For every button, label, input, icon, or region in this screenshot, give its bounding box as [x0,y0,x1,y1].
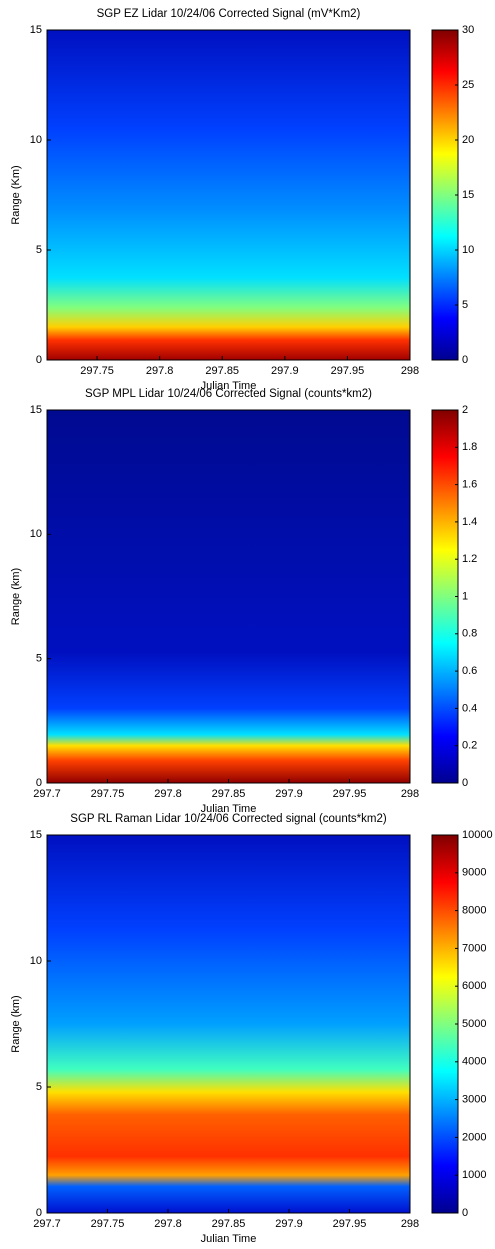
x-tick-label: 298 [401,365,419,377]
colorbar-tick-label: 0 [462,777,468,789]
x-tick-label: 297.95 [331,365,365,377]
x-tick-label: 297.95 [333,1218,367,1230]
colorbar [431,29,459,361]
colorbar [431,409,459,784]
x-tick-label: 298 [401,788,419,800]
colorbar-tick-label: 25 [462,79,474,91]
x-tick-label: 297.75 [80,365,114,377]
y-tick-label: 10 [30,134,42,146]
chart-title: SGP MPL Lidar 10/24/06 Corrected Signal … [85,388,372,400]
x-tick-label: 297.7 [33,1218,61,1230]
colorbar-tick-label: 2 [462,404,468,416]
colorbar-tick-label: 1 [462,590,468,602]
y-tick-label: 15 [30,829,42,841]
colorbar-tick-label: 0 [462,354,468,366]
y-tick-label: 5 [36,653,42,665]
y-tick-label: 0 [36,777,42,789]
x-tick-label: 297.85 [212,1218,246,1230]
colorbar-tick-label: 0.6 [462,665,477,677]
colorbar-tick-label: 4000 [462,1056,486,1068]
colorbar-tick-label: 3000 [462,1094,486,1106]
heatmap-image [47,835,410,1213]
colorbar-tick-label: 8000 [462,905,486,917]
colorbar-tick-label: 1.2 [462,553,477,565]
x-tick-label: 297.7 [33,788,61,800]
y-axis-label: Range (km) [10,568,22,625]
y-tick-label: 15 [30,24,42,36]
panel: SGP RL Raman Lidar 10/24/06 Corrected si… [10,813,493,1245]
colorbar-tick-label: 1.4 [462,516,477,528]
x-tick-label: 297.85 [212,788,246,800]
colorbar-tick-label: 0.4 [462,702,477,714]
chart-title: SGP EZ Lidar 10/24/06 Corrected Signal (… [97,8,361,20]
x-tick-label: 298 [401,1218,419,1230]
y-tick-label: 0 [36,354,42,366]
colorbar-tick-label: 30 [462,24,474,36]
panel: SGP EZ Lidar 10/24/06 Corrected Signal (… [10,8,474,392]
colorbar-tick-label: 9000 [462,867,486,879]
colorbar-tick-label: 0 [462,1207,468,1219]
colorbar-tick-label: 1000 [462,1169,486,1181]
colorbar-tick-label: 7000 [462,942,486,954]
colorbar-tick-label: 6000 [462,980,486,992]
heatmap-image [47,30,410,360]
x-tick-label: 297.85 [205,365,239,377]
x-tick-label: 297.75 [91,788,125,800]
colorbar-tick-label: 20 [462,134,474,146]
y-tick-label: 10 [30,528,42,540]
colorbar-tick-label: 1.6 [462,479,477,491]
y-tick-label: 0 [36,1207,42,1219]
colorbar-tick-label: 0.8 [462,628,477,640]
x-tick-label: 297.95 [333,788,367,800]
x-tick-label: 297.75 [91,1218,125,1230]
x-tick-label: 297.8 [154,788,182,800]
y-axis-label: Range (Km) [10,165,22,224]
x-tick-label: 297.9 [275,1218,303,1230]
x-axis-label: Julian Time [201,1233,257,1245]
plot-frame [46,29,411,361]
x-tick-label: 297.9 [275,788,303,800]
x-tick-label: 297.8 [154,1218,182,1230]
colorbar-tick-label: 5000 [462,1018,486,1030]
x-tick-label: 297.9 [271,365,299,377]
panel: SGP MPL Lidar 10/24/06 Corrected Signal … [10,388,477,815]
y-tick-label: 5 [36,244,42,256]
y-tick-label: 15 [30,404,42,416]
y-axis-label: Range (km) [10,995,22,1052]
colorbar-tick-label: 2000 [462,1131,486,1143]
x-axis-label: Julian Time [201,803,257,815]
x-axis-label: Julian Time [201,380,257,392]
colorbar-tick-label: 1.8 [462,441,477,453]
colorbar [431,834,459,1214]
heatmap-image [47,410,410,783]
x-tick-label: 297.8 [146,365,174,377]
y-tick-label: 5 [36,1081,42,1093]
colorbar-tick-label: 0.2 [462,740,477,752]
colorbar-tick-label: 10 [462,244,474,256]
colorbar-tick-label: 15 [462,189,474,201]
colorbar-tick-label: 10000 [462,829,493,841]
chart-title: SGP RL Raman Lidar 10/24/06 Corrected si… [70,813,387,825]
colorbar-tick-label: 5 [462,299,468,311]
y-tick-label: 10 [30,955,42,967]
